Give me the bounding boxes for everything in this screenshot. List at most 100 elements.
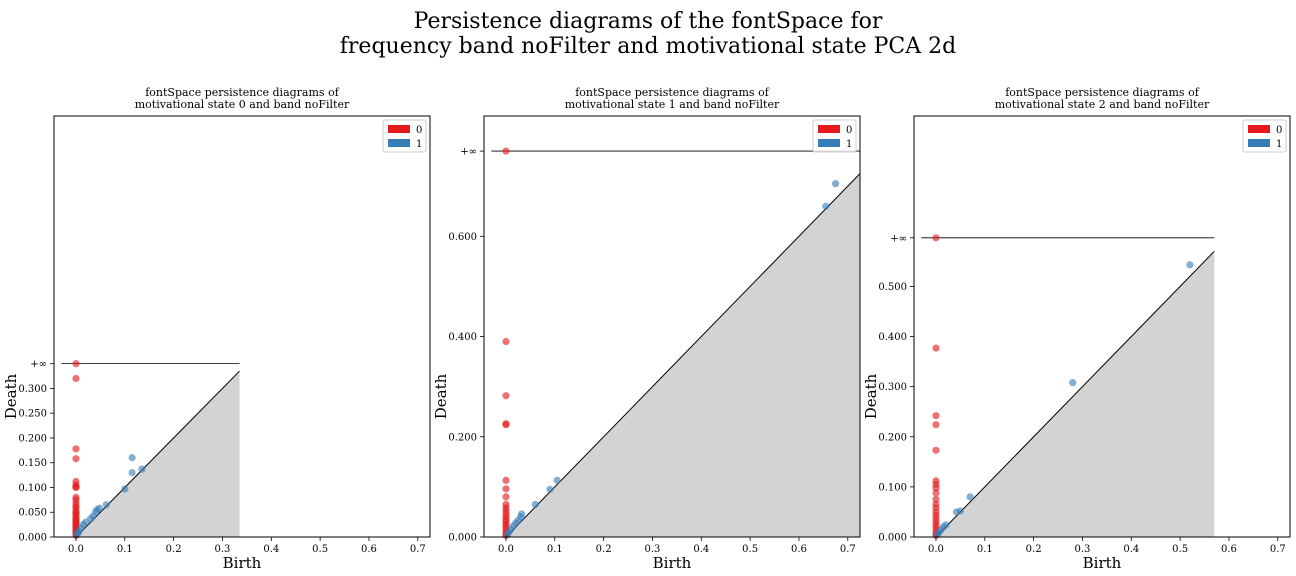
series-1-point	[933, 530, 942, 539]
x-tick-label: 0.2	[1026, 544, 1042, 555]
x-tick-label: 0.1	[977, 544, 993, 555]
y-axis-label: Death	[432, 373, 450, 419]
series-0-point	[932, 412, 940, 420]
series-1-point	[73, 530, 81, 539]
subplot-title-line1: fontSpace persistence diagrams of	[575, 86, 769, 99]
series-0-point	[72, 360, 80, 368]
plot-area-state-0: 0.0 0.1 0.2 0.3 0.4 0.5 0.6 0.7 0.000 0.050 0.100 0…	[2, 115, 431, 572]
series-0-point	[932, 344, 940, 352]
series-1-point	[503, 530, 512, 539]
figure-title-line2: frequency band noFilter and motivational…	[340, 34, 956, 59]
y-tick-label: 0.400	[878, 332, 907, 343]
y-tick-label: 0.500	[878, 282, 907, 293]
legend-label-0: 0	[416, 125, 422, 136]
x-tick-label: 0.6	[361, 544, 377, 555]
x-tick-label: 0.3	[1075, 544, 1091, 555]
subplot-state-2: fontSpace persistence diagrams of motiva…	[862, 86, 1291, 572]
legend-label-1: 1	[416, 139, 422, 150]
x-axis-label: Birth	[223, 554, 262, 572]
legend-swatch-1	[818, 139, 840, 147]
subplot-state-0: fontSpace persistence diagrams of motiva…	[2, 86, 431, 572]
y-tick-label: 0.100	[18, 483, 47, 494]
x-tick-label: 0.5	[742, 544, 758, 555]
y-tick-label: 0.000	[18, 533, 47, 544]
axes-frame	[913, 115, 1291, 538]
series-0-point	[72, 374, 80, 383]
x-tick-label: 0.4	[263, 544, 279, 555]
legend-label-1: 1	[846, 139, 852, 150]
legend-swatch-0	[1248, 125, 1270, 133]
axes-frame	[53, 115, 431, 538]
infinity-tick-label: +∞	[460, 147, 477, 158]
legend-swatch-0	[388, 125, 410, 133]
subplot-state-1: fontSpace persistence diagrams of motiva…	[432, 86, 861, 572]
series-1-point	[831, 180, 840, 188]
x-tick-label: 0.7	[840, 544, 856, 555]
y-tick-label: 0.600	[448, 232, 477, 243]
series-0-point	[932, 484, 940, 492]
y-tick-label: 0.000	[448, 533, 477, 544]
series-1-point	[121, 485, 129, 493]
diagonal-line	[935, 250, 1215, 538]
series-0-point	[502, 392, 510, 400]
y-axis-label: Death	[862, 373, 880, 419]
x-tick-label: 0.0	[928, 544, 944, 555]
subplot-title-line2: motivational state 2 and band noFilter	[995, 98, 1210, 111]
infinity-tick-label: +∞	[30, 359, 47, 370]
x-tick-label: 0.7	[410, 544, 426, 555]
series-0-point	[502, 485, 510, 493]
series-1-point	[822, 202, 830, 210]
figure-title-line1: Persistence diagrams of the fontSpace fo…	[414, 9, 883, 34]
y-axis-label: Death	[2, 373, 20, 419]
legend-swatch-1	[388, 139, 410, 147]
y-tick-label: 0.250	[18, 409, 47, 420]
x-tick-label: 0.5	[1172, 544, 1188, 555]
series-0-point	[502, 476, 510, 484]
subplot-title-line1: fontSpace persistence diagrams of	[1005, 86, 1199, 99]
x-tick-label: 0.4	[1123, 544, 1139, 555]
series-1-point	[553, 476, 561, 484]
y-tick-label: 0.300	[878, 382, 907, 393]
plot-area-state-2: 0.0 0.1 0.2 0.3 0.4 0.5 0.6 0.7 0.000 0.100 0.200 0…	[862, 115, 1291, 572]
x-axis-label: Birth	[653, 554, 692, 572]
y-tick-label: 0.400	[448, 332, 477, 343]
series-0-point	[502, 421, 510, 429]
y-tick-label: 0.100	[878, 482, 907, 493]
x-tick-label: 0.3	[215, 544, 231, 555]
series-0-point	[72, 483, 80, 492]
series-1-point	[102, 501, 110, 509]
x-tick-label: 0.2	[596, 544, 612, 555]
series-0-point	[72, 445, 80, 453]
series-1-point	[128, 454, 136, 462]
y-tick-label: 0.200	[18, 433, 47, 444]
series-0-point	[932, 495, 940, 504]
y-tick-label: 0.000	[878, 533, 907, 544]
diagonal-line	[75, 370, 240, 538]
legend-label-0: 0	[846, 125, 852, 136]
subplot-title-line1: fontSpace persistence diagrams of	[145, 86, 339, 99]
x-tick-label: 0.0	[498, 544, 514, 555]
series-0-point	[502, 337, 510, 346]
x-axis-label: Birth	[1083, 554, 1122, 572]
series-1-point	[952, 508, 961, 516]
series-1-point	[546, 485, 554, 493]
series-1-point	[966, 493, 974, 501]
x-tick-label: 0.5	[312, 544, 328, 555]
x-tick-label: 0.1	[547, 544, 563, 555]
diagonal-line	[505, 173, 861, 538]
x-tick-label: 0.6	[1221, 544, 1237, 555]
series-1-point	[138, 465, 146, 473]
x-tick-label: 0.3	[645, 544, 661, 555]
plot-area-state-1: 0.0 0.1 0.2 0.3 0.4 0.5 0.6 0.7 0.000 0.200 0.400 0…	[432, 115, 861, 572]
x-tick-label: 0.2	[166, 544, 182, 555]
x-tick-label: 0.6	[791, 544, 807, 555]
x-tick-label: 0.1	[117, 544, 133, 555]
series-0-point	[932, 234, 940, 242]
x-tick-label: 0.0	[68, 544, 84, 555]
legend-swatch-1	[1248, 139, 1270, 147]
axes-frame	[483, 115, 861, 538]
diagonal-shaded-region	[54, 371, 240, 537]
x-tick-label: 0.7	[1270, 544, 1286, 555]
series-1-point	[531, 500, 539, 509]
